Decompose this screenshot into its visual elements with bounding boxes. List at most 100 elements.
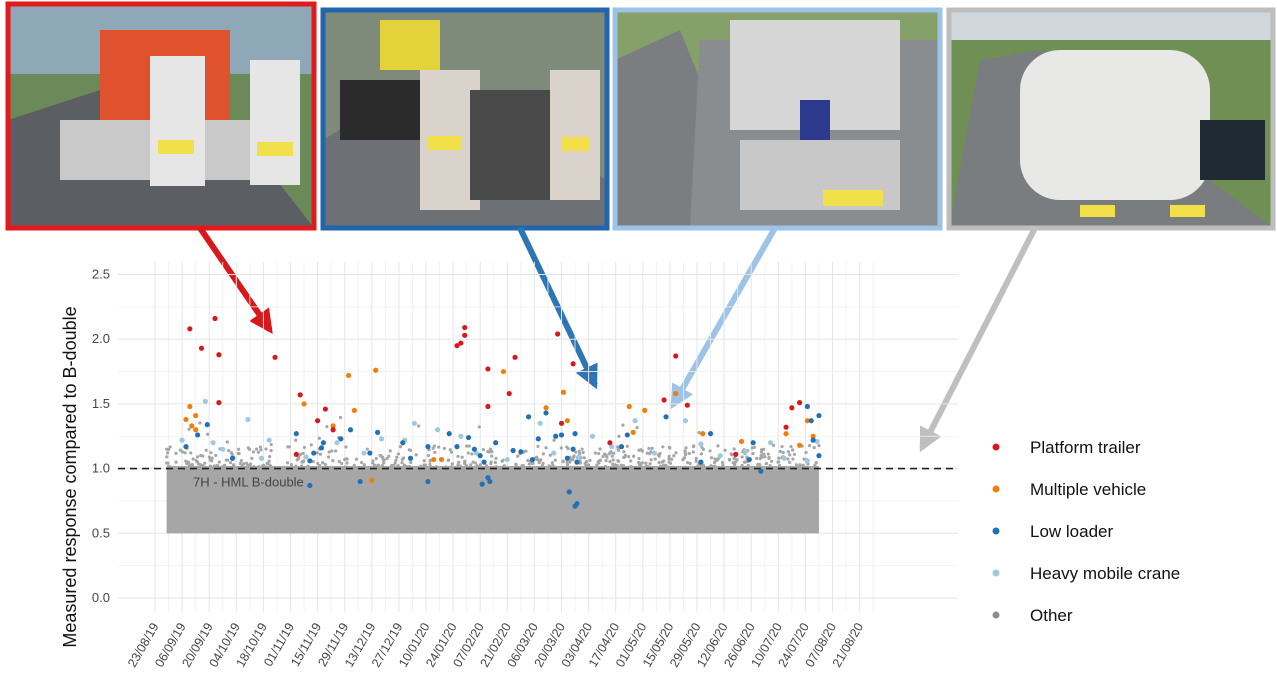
point-platform-trailer — [454, 343, 460, 349]
point-other — [183, 451, 187, 455]
point-other — [740, 455, 744, 459]
point-heavy-mobile-crane — [742, 449, 748, 455]
point-other — [788, 460, 792, 465]
point-other — [791, 457, 795, 461]
point-other — [798, 466, 802, 470]
point-other — [354, 457, 359, 461]
point-other — [404, 465, 408, 469]
point-platform-trailer — [485, 403, 491, 410]
point-other — [531, 461, 535, 465]
point-other — [198, 421, 202, 425]
point-other — [240, 463, 244, 467]
point-platform-trailer — [684, 402, 690, 408]
point-other — [478, 463, 482, 467]
point-other — [481, 447, 485, 452]
point-heavy-mobile-crane — [458, 433, 464, 439]
point-other — [187, 427, 191, 431]
point-other — [295, 458, 299, 462]
point-other — [493, 460, 498, 465]
point-other — [227, 449, 231, 453]
point-other — [586, 463, 591, 467]
point-other — [252, 465, 256, 469]
point-other — [758, 462, 762, 467]
point-platform-trailer — [322, 406, 328, 412]
point-other — [616, 447, 620, 451]
point-multiple-vehicle — [183, 416, 189, 423]
point-other — [428, 462, 432, 467]
point-other — [378, 453, 382, 458]
point-other — [448, 448, 452, 452]
point-heavy-mobile-crane — [179, 437, 185, 443]
point-other — [248, 464, 252, 468]
point-platform-trailer — [558, 420, 565, 426]
point-multiple-vehicle — [626, 403, 632, 410]
point-low-loader — [518, 449, 524, 455]
point-other — [178, 448, 182, 452]
point-other — [595, 463, 599, 467]
point-other — [786, 457, 790, 461]
point-multiple-vehicle — [189, 423, 195, 429]
point-other — [514, 462, 518, 466]
point-other — [764, 461, 769, 466]
point-other — [474, 465, 478, 469]
point-other — [168, 445, 172, 449]
point-low-loader — [553, 433, 559, 439]
point-other — [395, 455, 399, 459]
point-heavy-mobile-crane — [698, 441, 704, 447]
point-other — [189, 451, 193, 455]
point-other — [437, 445, 441, 449]
point-other — [537, 458, 542, 462]
point-other — [262, 463, 266, 468]
point-other — [598, 459, 602, 463]
point-other — [667, 457, 671, 461]
point-other — [269, 442, 273, 447]
point-other — [533, 466, 537, 471]
point-other — [723, 448, 727, 452]
point-low-loader — [510, 447, 516, 454]
point-other — [649, 450, 653, 454]
point-other — [540, 464, 545, 468]
point-other — [684, 446, 688, 450]
point-other — [166, 451, 170, 455]
point-other — [644, 461, 648, 465]
point-low-loader — [707, 431, 714, 437]
point-heavy-mobile-crane — [682, 418, 688, 424]
point-other — [807, 444, 812, 448]
point-other — [621, 423, 625, 427]
point-multiple-vehicle — [783, 431, 789, 437]
point-other — [210, 456, 214, 460]
point-other — [547, 464, 551, 468]
point-low-loader — [535, 436, 541, 442]
point-multiple-vehicle — [431, 456, 437, 463]
point-other — [376, 463, 381, 467]
point-other — [393, 461, 397, 465]
point-other — [266, 461, 270, 466]
point-platform-trailer — [272, 354, 278, 360]
point-heavy-mobile-crane — [576, 454, 582, 460]
point-multiple-vehicle — [630, 429, 636, 435]
point-other — [688, 461, 692, 466]
point-other — [264, 447, 268, 451]
point-low-loader — [558, 432, 565, 438]
point-other — [165, 461, 169, 465]
point-other — [494, 465, 498, 469]
point-other — [713, 457, 717, 461]
point-other — [394, 458, 398, 463]
point-other — [622, 450, 626, 454]
point-other — [625, 444, 629, 448]
point-other — [387, 454, 391, 458]
point-other — [316, 461, 320, 466]
point-low-loader — [816, 412, 822, 419]
point-other — [798, 463, 802, 467]
point-other — [174, 451, 178, 455]
legend-swatch-heavy-mobile-crane — [992, 569, 1000, 577]
point-other — [286, 445, 290, 449]
point-multiple-vehicle — [673, 390, 679, 397]
point-other — [251, 450, 256, 454]
point-heavy-mobile-crane — [717, 453, 723, 459]
point-other — [580, 447, 584, 451]
point-other — [191, 457, 195, 461]
point-other — [804, 450, 808, 455]
point-other — [477, 425, 481, 429]
point-other — [388, 449, 392, 453]
